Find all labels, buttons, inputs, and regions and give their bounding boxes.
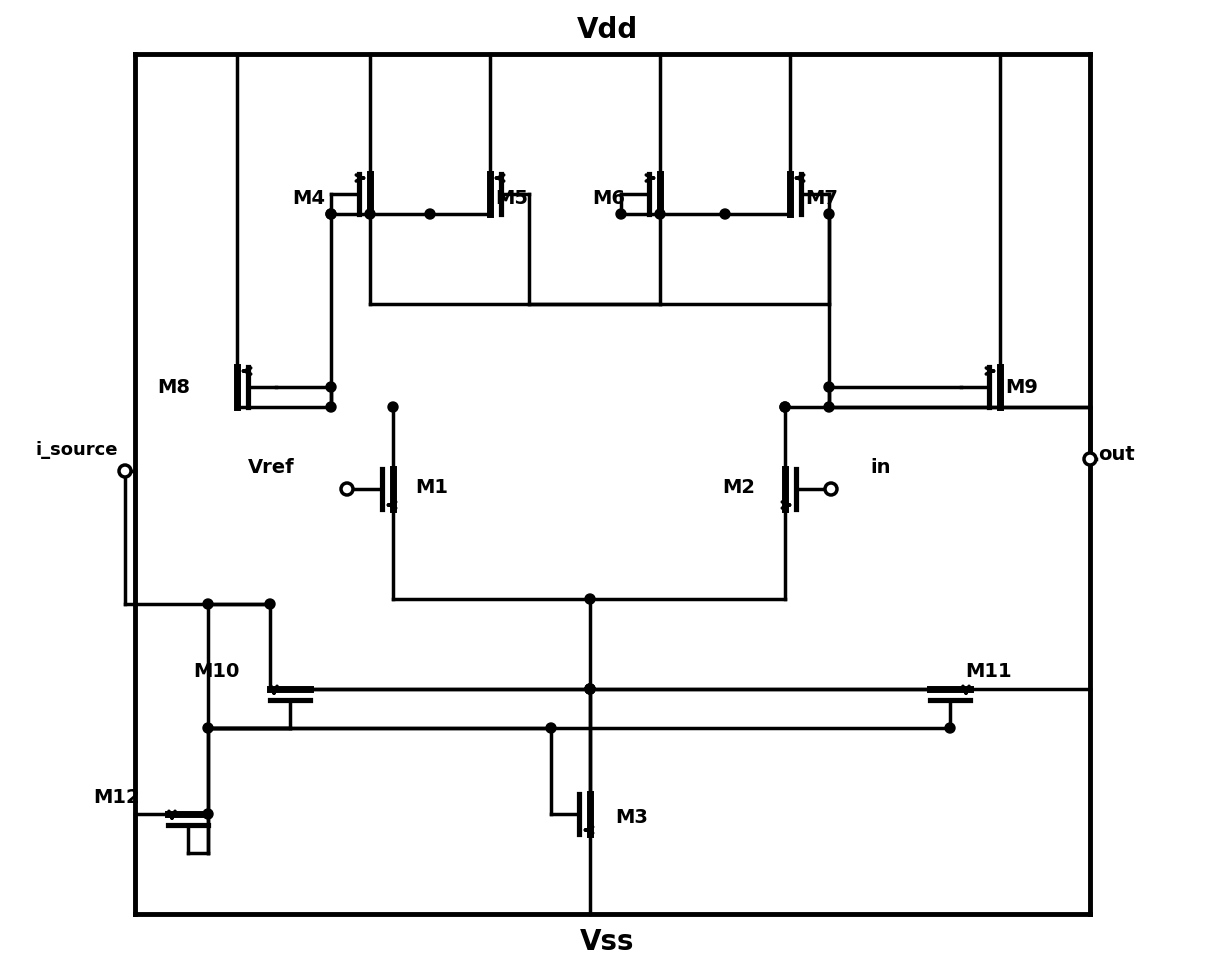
Text: out: out	[1098, 445, 1135, 464]
Circle shape	[203, 723, 213, 734]
Text: Vref: Vref	[248, 458, 295, 477]
Text: M8: M8	[157, 378, 190, 397]
Circle shape	[945, 723, 955, 734]
Text: M6: M6	[592, 188, 625, 207]
Circle shape	[584, 594, 595, 605]
Text: M11: M11	[965, 662, 1012, 681]
Text: M2: M2	[722, 478, 755, 497]
Circle shape	[720, 209, 730, 220]
Circle shape	[546, 723, 556, 734]
Circle shape	[824, 402, 833, 413]
Circle shape	[825, 484, 837, 495]
Circle shape	[388, 402, 399, 413]
Text: Vdd: Vdd	[576, 16, 638, 44]
Circle shape	[824, 383, 833, 392]
Text: Vss: Vss	[580, 927, 634, 955]
Circle shape	[203, 809, 213, 819]
Text: M7: M7	[806, 188, 838, 207]
Text: M12: M12	[94, 788, 140, 806]
Text: M5: M5	[495, 188, 529, 207]
Circle shape	[364, 209, 375, 220]
Circle shape	[584, 684, 595, 694]
Text: M10: M10	[193, 662, 241, 681]
Circle shape	[265, 600, 275, 610]
Circle shape	[326, 402, 337, 413]
Circle shape	[119, 465, 131, 478]
Circle shape	[616, 209, 626, 220]
Circle shape	[203, 600, 213, 610]
Circle shape	[326, 383, 337, 392]
Circle shape	[584, 684, 595, 694]
Text: in: in	[870, 458, 891, 477]
Text: M4: M4	[292, 188, 324, 207]
Text: M1: M1	[416, 478, 448, 497]
Circle shape	[326, 209, 337, 220]
Circle shape	[780, 402, 790, 413]
Text: i_source: i_source	[35, 441, 118, 458]
Circle shape	[1084, 453, 1096, 465]
Circle shape	[341, 484, 354, 495]
Text: M9: M9	[1005, 378, 1038, 397]
Text: M3: M3	[615, 808, 648, 827]
Circle shape	[326, 209, 337, 220]
Circle shape	[584, 684, 595, 694]
Circle shape	[655, 209, 665, 220]
Circle shape	[824, 209, 833, 220]
Circle shape	[780, 402, 790, 413]
Circle shape	[425, 209, 435, 220]
